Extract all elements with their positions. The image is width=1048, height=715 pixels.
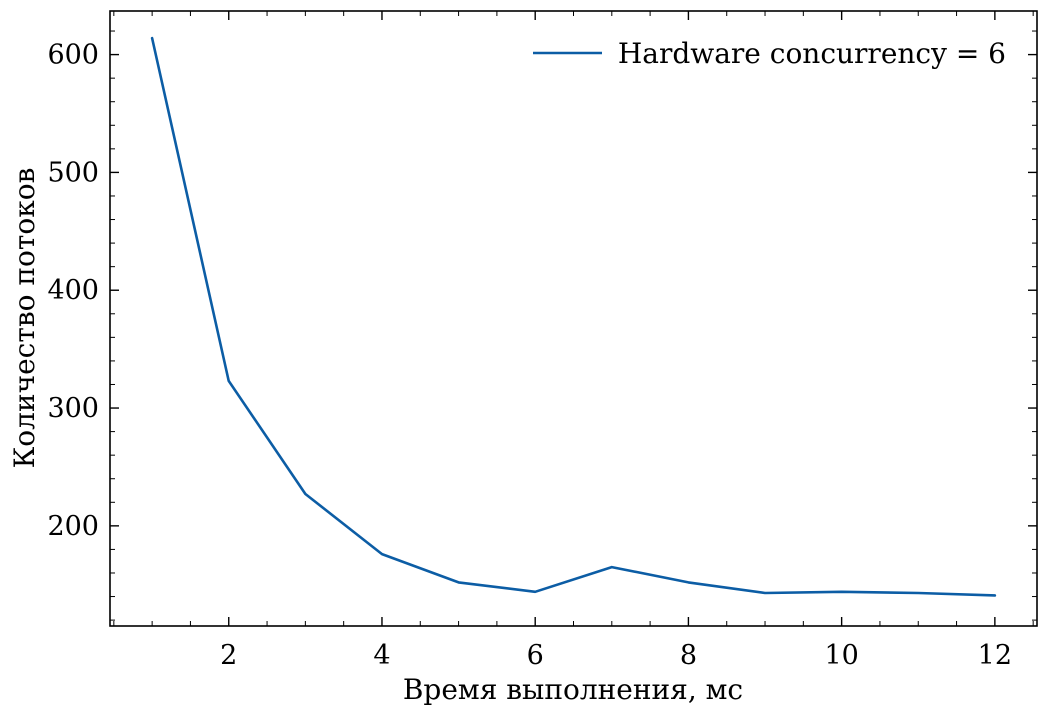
x-tick-label: 4 <box>373 640 390 671</box>
tick-labels: 2 4 6 8 10 12 200 300 400 500 600 <box>47 40 1012 671</box>
x-tick-label: 2 <box>220 640 237 671</box>
y-tick-label: 300 <box>47 393 99 424</box>
y-tick-label: 200 <box>47 511 99 542</box>
x-tick-label: 6 <box>527 640 544 671</box>
legend: Hardware concurrency = 6 <box>533 37 1006 70</box>
x-tick-label: 12 <box>978 640 1012 671</box>
y-tick-label: 400 <box>47 275 99 306</box>
major-ticks <box>110 11 1037 626</box>
x-tick-label: 8 <box>680 640 697 671</box>
y-tick-label: 600 <box>47 40 99 71</box>
legend-label: Hardware concurrency = 6 <box>618 37 1006 70</box>
y-axis-title: Количество потоков <box>8 168 41 469</box>
x-tick-label: 10 <box>824 640 858 671</box>
series-line <box>150 36 997 597</box>
y-tick-label: 500 <box>47 157 99 188</box>
series-layer <box>150 36 997 597</box>
minor-ticks <box>110 11 1037 626</box>
x-axis-title: Время выполнения, мс <box>403 673 743 706</box>
plot-frame <box>109 10 1038 627</box>
